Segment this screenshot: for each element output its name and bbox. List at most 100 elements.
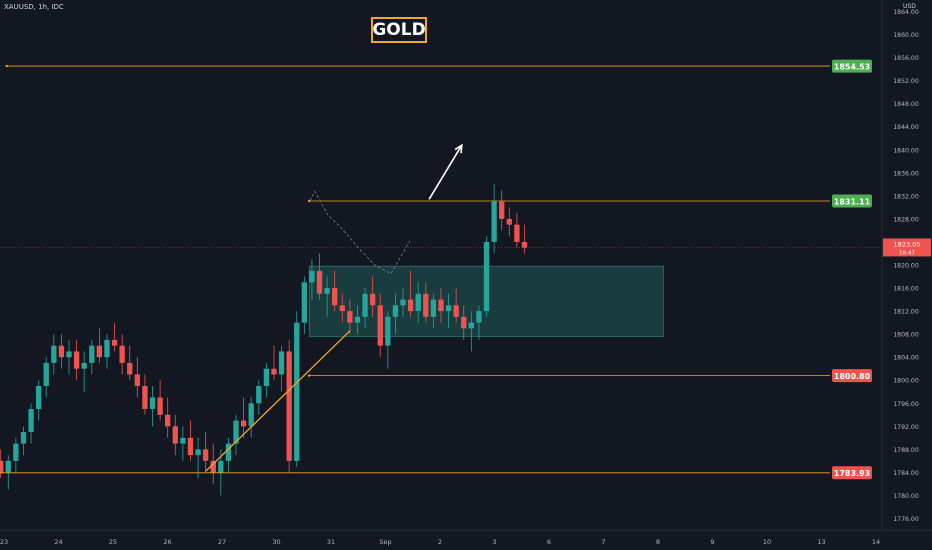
- y-tick-label: 1820.00: [893, 263, 919, 270]
- candle-body: [13, 443, 19, 461]
- candle-body: [89, 345, 95, 363]
- x-tick-label: 26: [163, 538, 171, 546]
- x-tick-label: 6: [547, 538, 551, 546]
- candle-body: [415, 293, 421, 312]
- candle-body: [66, 351, 72, 358]
- candle-body: [461, 316, 467, 329]
- candle-body: [521, 241, 528, 248]
- x-tick-label: 8: [656, 538, 660, 546]
- y-tick-label: 1780.00: [893, 493, 919, 500]
- candle-body: [165, 414, 171, 427]
- y-tick-label: 1796.00: [893, 401, 919, 408]
- candle-body: [263, 368, 270, 386]
- candle-body: [400, 299, 406, 306]
- candle-body: [369, 293, 376, 306]
- candle-body: [248, 403, 254, 427]
- candle-body: [35, 385, 42, 410]
- candle-body: [81, 362, 87, 369]
- level-anchor: [308, 374, 311, 377]
- candle-body: [233, 420, 239, 444]
- x-tick-label: 23: [0, 538, 8, 546]
- x-tick-label: 10: [763, 538, 771, 546]
- level-tag: [832, 59, 872, 73]
- y-tick-label: 1808.00: [893, 332, 919, 339]
- candle-body: [339, 305, 345, 312]
- x-tick-label: 24: [54, 538, 62, 546]
- candle-body: [58, 345, 65, 358]
- x-tick-label: 14: [872, 538, 880, 546]
- candle-body: [202, 449, 209, 461]
- level-tag: [832, 194, 872, 208]
- candle-body: [271, 368, 277, 375]
- candle-body: [172, 426, 178, 444]
- current-price-countdown: 18:47: [899, 250, 915, 256]
- y-tick-label: 1784.00: [893, 470, 919, 477]
- x-tick-label: 31: [327, 538, 335, 546]
- candle-body: [407, 299, 414, 312]
- candle-body: [278, 351, 285, 375]
- candle-body: [324, 288, 330, 294]
- candle-body: [438, 299, 444, 312]
- candle-body: [218, 460, 224, 473]
- candle-body: [377, 305, 383, 346]
- x-tick-label: 30: [272, 538, 280, 546]
- level-tag-label: 1831.11: [834, 197, 871, 206]
- x-tick-label: 9: [710, 538, 714, 546]
- candle-body: [453, 305, 459, 317]
- x-tick-label: 2: [438, 538, 442, 546]
- y-tick-label: 1832.00: [893, 193, 919, 200]
- y-tick-label: 1864.00: [893, 9, 919, 16]
- current-price-tag: [883, 238, 931, 257]
- y-tick-label: 1828.00: [893, 216, 919, 223]
- symbol-header[interactable]: XAUUSD, 1h, IDC: [4, 3, 64, 11]
- chart-title: GOLD: [371, 17, 427, 43]
- candle-body: [316, 270, 323, 294]
- y-tick-label: 1800.00: [893, 378, 919, 385]
- y-tick-label: 1816.00: [893, 286, 919, 293]
- projection-path: [309, 190, 411, 275]
- candle-body: [332, 288, 338, 306]
- candle-body: [476, 311, 482, 323]
- y-tick-label: 1792.00: [893, 424, 919, 431]
- y-tick-label: 1812.00: [893, 309, 919, 316]
- x-tick-label: 3: [492, 538, 496, 546]
- candle-body: [180, 437, 186, 444]
- candle-body: [468, 322, 474, 329]
- candle-body: [28, 409, 34, 433]
- candle-body: [309, 270, 315, 283]
- trendline: [205, 330, 351, 472]
- candle-body: [119, 345, 125, 363]
- candle-body: [104, 339, 110, 358]
- y-tick-label: 1788.00: [893, 447, 919, 454]
- candle-body: [483, 241, 490, 312]
- candle-body: [73, 351, 80, 369]
- candle-body: [491, 201, 497, 242]
- y-tick-label: 1860.00: [893, 32, 919, 39]
- breakout-arrow-head: [454, 143, 463, 154]
- y-tick-label: 1836.00: [893, 170, 919, 177]
- candle-body: [187, 437, 194, 456]
- candle-body: [286, 351, 292, 461]
- currency-label: USD: [903, 3, 916, 10]
- candle-body: [149, 397, 156, 410]
- level-tag-label: 1854.53: [834, 62, 870, 71]
- candle-body: [111, 339, 118, 346]
- current-price-label: 1823.05: [894, 240, 921, 248]
- level-tag: [832, 466, 872, 480]
- level-tag-label: 1800.80: [834, 372, 871, 381]
- candle-body: [0, 460, 4, 473]
- candle-body: [445, 305, 452, 312]
- candle-body: [506, 218, 512, 225]
- breakout-arrow: [428, 144, 463, 200]
- candle-body: [134, 374, 140, 386]
- candle-body: [347, 311, 353, 323]
- candle-body: [240, 420, 247, 427]
- candle-body: [499, 201, 505, 219]
- candle-body: [423, 293, 429, 317]
- candle-body: [210, 460, 216, 473]
- x-tick-label: 7: [601, 538, 605, 546]
- y-tick-label: 1804.00: [893, 355, 919, 362]
- candle-body: [392, 305, 399, 317]
- y-tick-label: 1844.00: [893, 124, 919, 131]
